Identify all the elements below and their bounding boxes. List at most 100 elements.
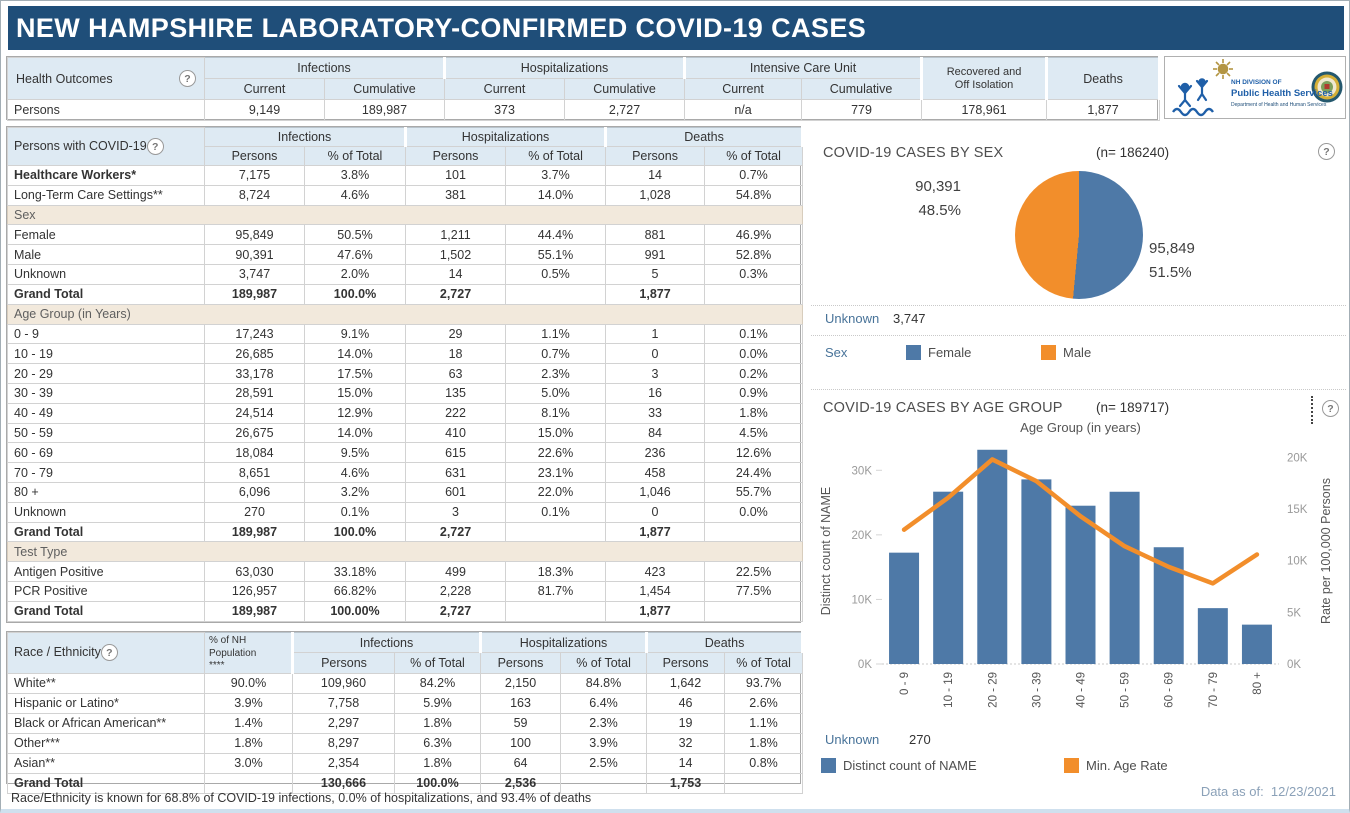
cell[interactable]: 64 [480, 752, 562, 774]
cell[interactable]: 4.6% [303, 462, 407, 483]
cell[interactable]: 8.1% [505, 402, 607, 424]
cell[interactable]: 1,877 [605, 600, 706, 623]
cell[interactable]: 28,591 [204, 382, 305, 404]
cell[interactable]: 189,987 [204, 600, 305, 623]
cell[interactable]: 59 [480, 712, 562, 734]
bar-70-79[interactable] [1197, 608, 1228, 664]
cell[interactable]: 8,651 [204, 462, 305, 483]
cell[interactable]: 1,028 [605, 184, 706, 206]
cell[interactable]: 615 [405, 442, 507, 464]
cell[interactable]: 189,987 [204, 283, 305, 305]
cell[interactable]: 1.8% [204, 732, 293, 754]
cell[interactable]: 631 [405, 462, 507, 483]
cell[interactable]: 9.5% [303, 442, 407, 464]
cell[interactable]: 1,211 [405, 224, 507, 246]
cell[interactable]: 0.8% [724, 752, 804, 774]
cell[interactable]: 77.5% [704, 581, 804, 602]
cell[interactable]: 163 [480, 692, 562, 714]
cell[interactable]: 3.7% [505, 165, 607, 186]
cell[interactable]: 3.8% [303, 165, 407, 186]
cell[interactable]: 24.4% [704, 462, 804, 483]
help-icon[interactable]: ? [146, 138, 164, 155]
row-label[interactable]: Asian** [7, 752, 205, 774]
row-label[interactable]: Other*** [7, 732, 205, 754]
cell[interactable]: 126,957 [204, 581, 305, 602]
cell[interactable]: 3.9% [204, 692, 293, 714]
row-label[interactable]: Unknown [7, 264, 205, 285]
cell[interactable]: 0.0% [704, 343, 804, 365]
cell[interactable]: 1.1% [724, 712, 804, 734]
cell[interactable]: 47.6% [303, 244, 407, 266]
cell[interactable]: 100 [480, 732, 562, 754]
cell[interactable]: 1.8% [393, 752, 482, 774]
cell[interactable]: 8,297 [292, 732, 395, 754]
cell[interactable]: 1.4% [204, 712, 293, 734]
cell[interactable]: 0.9% [704, 382, 804, 404]
cell[interactable]: 100.0% [303, 283, 407, 305]
cell[interactable]: 32 [646, 732, 726, 754]
cell[interactable]: 1,502 [405, 244, 507, 266]
bar-50-59[interactable] [1109, 491, 1140, 664]
cell[interactable]: 8,724 [204, 184, 305, 206]
cell[interactable]: 2,536 [480, 772, 562, 794]
cell[interactable]: 0.1% [704, 323, 804, 345]
cell[interactable]: 2,354 [292, 752, 395, 774]
cell[interactable] [704, 283, 804, 305]
cell[interactable]: 95,849 [204, 224, 305, 246]
row-label[interactable]: Persons [7, 99, 205, 121]
row-label[interactable]: 70 - 79 [7, 462, 205, 483]
cell[interactable]: 2.5% [560, 752, 648, 774]
cell[interactable] [505, 600, 607, 623]
cell[interactable]: 84.8% [560, 672, 648, 694]
cell[interactable]: 423 [605, 561, 706, 583]
cell[interactable]: 15.0% [303, 382, 407, 404]
cell[interactable]: 7,758 [292, 692, 395, 714]
cell[interactable]: 2,150 [480, 672, 562, 694]
cell[interactable] [704, 600, 804, 623]
cell[interactable]: 100.0% [393, 772, 482, 794]
cell[interactable]: 1.8% [704, 402, 804, 424]
row-label[interactable]: Hispanic or Latino* [7, 692, 205, 714]
cell[interactable]: 24,514 [204, 402, 305, 424]
cell[interactable]: 19 [646, 712, 726, 734]
cell[interactable]: 7,175 [204, 165, 305, 186]
health-cell[interactable]: 2,727 [564, 99, 686, 121]
cell[interactable]: 18.3% [505, 561, 607, 583]
cell[interactable]: 44.4% [505, 224, 607, 246]
cell[interactable]: 54.8% [704, 184, 804, 206]
cell[interactable]: 0 [605, 501, 706, 523]
help-icon[interactable]: ? [179, 70, 196, 87]
cell[interactable]: 12.6% [704, 442, 804, 464]
cell[interactable]: 1 [605, 323, 706, 345]
pie-cases-by-sex[interactable] [1015, 171, 1143, 299]
cell[interactable]: 100.00% [303, 600, 407, 623]
cell[interactable]: 90.0% [204, 672, 293, 694]
help-icon[interactable]: ? [1322, 400, 1339, 417]
cell[interactable]: 100.0% [303, 521, 407, 543]
cell[interactable]: 135 [405, 382, 507, 404]
cell[interactable]: 63 [405, 363, 507, 384]
cell[interactable]: 66.82% [303, 581, 407, 602]
row-label[interactable]: Black or African American** [7, 712, 205, 734]
row-label[interactable]: Grand Total [7, 521, 205, 543]
cell[interactable]: 15.0% [505, 422, 607, 444]
cell[interactable]: 63,030 [204, 561, 305, 583]
cell[interactable]: 93.7% [724, 672, 804, 694]
row-label[interactable]: Healthcare Workers* [7, 165, 205, 186]
bar-0-9[interactable] [889, 552, 920, 664]
health-cell[interactable]: n/a [684, 99, 803, 121]
cell[interactable]: 410 [405, 422, 507, 444]
row-label[interactable]: Grand Total [7, 772, 205, 794]
cell[interactable]: 14 [405, 264, 507, 285]
cell[interactable]: 33.18% [303, 561, 407, 583]
unknown-value[interactable]: 3,747 [893, 311, 926, 326]
cell[interactable]: 23.1% [505, 462, 607, 483]
cell[interactable]: 0.0% [704, 501, 804, 523]
cell[interactable]: 458 [605, 462, 706, 483]
cell[interactable]: 381 [405, 184, 507, 206]
cell[interactable]: 3 [605, 363, 706, 384]
cell[interactable]: 5.9% [393, 692, 482, 714]
legend-item-female[interactable]: Female [906, 345, 971, 360]
cell[interactable] [560, 772, 648, 794]
bar-10-19[interactable] [933, 491, 964, 664]
